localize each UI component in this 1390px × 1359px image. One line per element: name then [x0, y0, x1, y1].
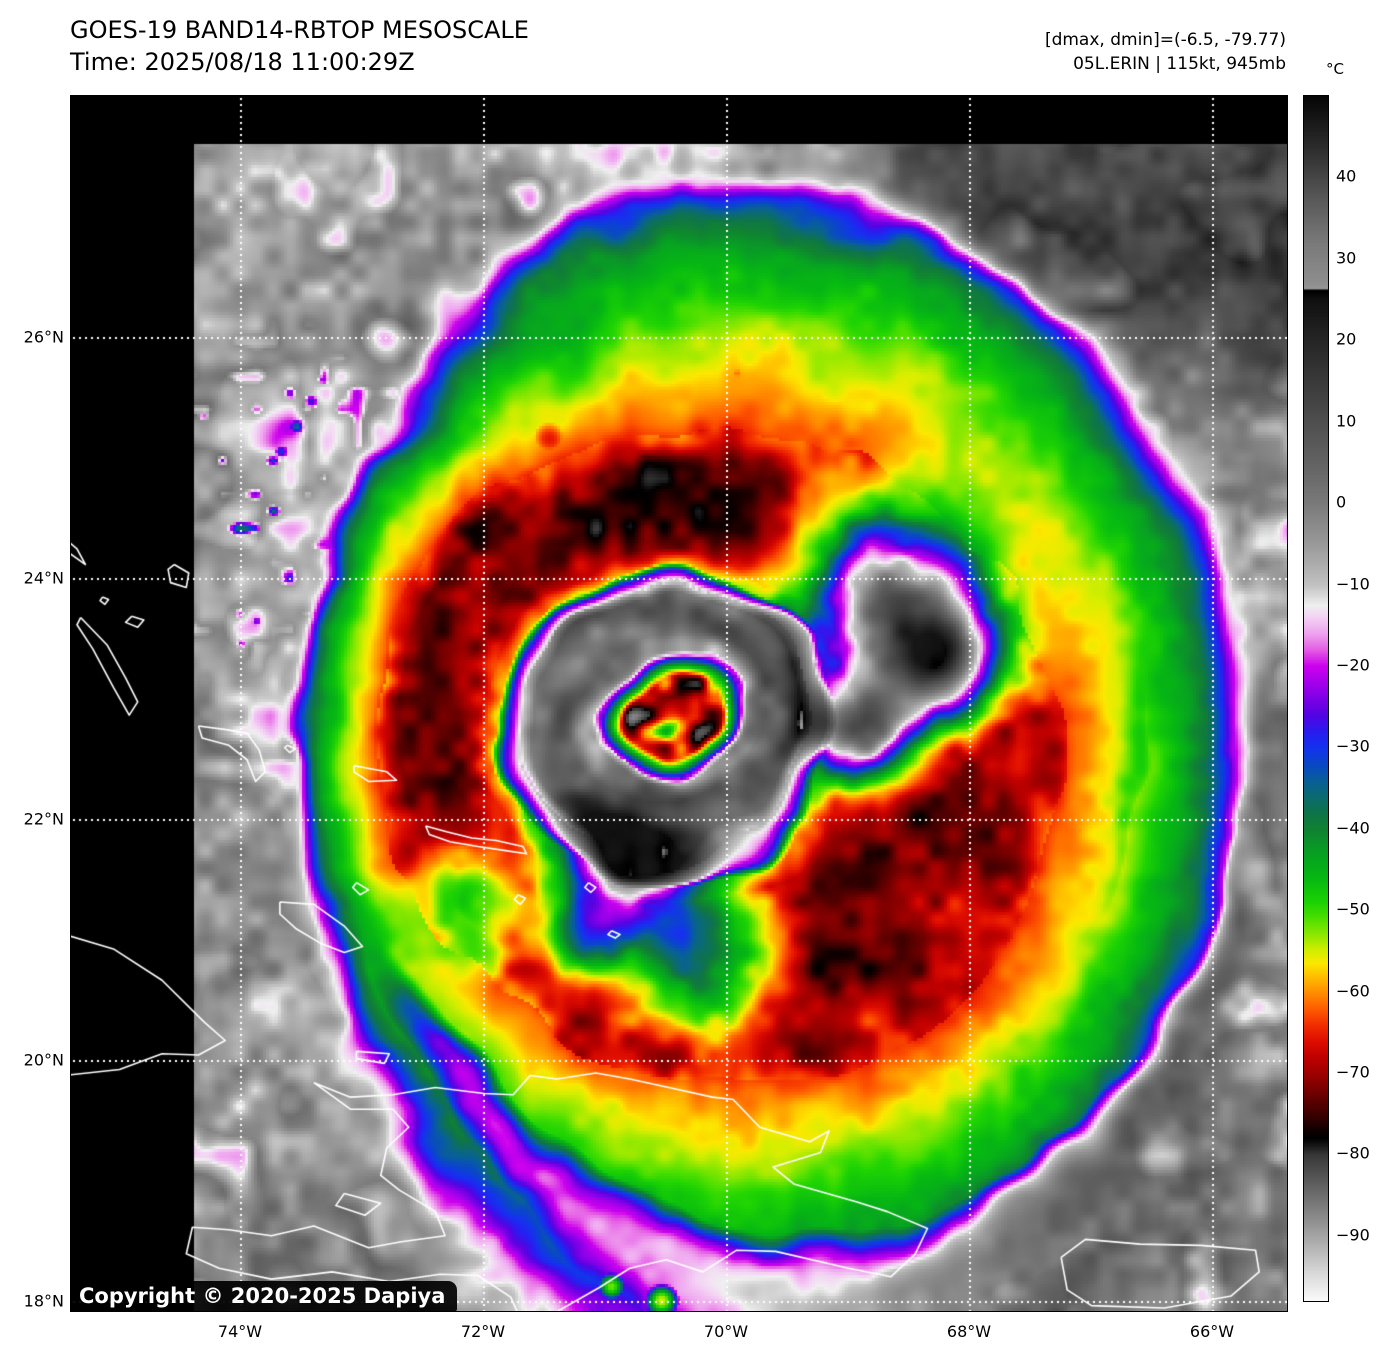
colorbar-tick-label: −20: [1336, 655, 1370, 675]
colorbar-frame: [1303, 95, 1329, 1302]
product-time: Time: 2025/08/18 11:00:29Z: [70, 48, 415, 76]
colorbar-tick-label: −70: [1336, 1062, 1370, 1082]
colorbar-tick-label: 30: [1336, 248, 1357, 268]
product-title: GOES-19 BAND14-RBTOP MESOSCALE: [70, 16, 529, 44]
latitude-tick-label: 20°N: [23, 1050, 64, 1070]
longitude-tick-label: 74°W: [217, 1322, 263, 1341]
latitude-tick-label: 22°N: [23, 809, 64, 829]
dmax-dmin-readout: [dmax, dmin]=(-6.5, -79.77): [1044, 30, 1286, 50]
satellite-imagery-canvas: [71, 96, 1287, 1311]
colorbar-tick-label: 40: [1336, 166, 1357, 186]
colorbar-tick-label: −50: [1336, 899, 1370, 919]
longitude-tick-label: 72°W: [460, 1322, 506, 1341]
colorbar-tick-label: −30: [1336, 736, 1370, 756]
colorbar-tick-label: −10: [1336, 574, 1370, 593]
colorbar-tick-label: 10: [1336, 411, 1357, 431]
colorbar-tick-label: −40: [1336, 818, 1370, 838]
longitude-tick-label: 66°W: [1189, 1322, 1235, 1341]
colorbar-tick-label: −60: [1336, 981, 1370, 1001]
longitude-tick-label: 68°W: [946, 1322, 992, 1341]
colorbar-tick-label: 20: [1336, 329, 1357, 349]
colorbar-tick-label: −90: [1336, 1225, 1370, 1245]
satellite-map-frame: [70, 95, 1288, 1312]
latitude-tick-label: 26°N: [23, 327, 64, 347]
storm-intensity-readout: 05L.ERIN | 115kt, 945mb: [1073, 54, 1286, 74]
latitude-tick-label: 18°N: [23, 1291, 64, 1311]
colorbar-unit-label: °C: [1326, 60, 1344, 78]
colorbar-tick-label: 0: [1336, 492, 1347, 512]
longitude-tick-label: 70°W: [703, 1322, 749, 1341]
latitude-tick-label: 24°N: [23, 568, 64, 588]
colorbar-tick-label: −80: [1336, 1143, 1370, 1163]
colorbar-canvas: [1304, 96, 1328, 1301]
copyright-badge: Copyright © 2020-2025 Dapiya: [71, 1281, 458, 1311]
